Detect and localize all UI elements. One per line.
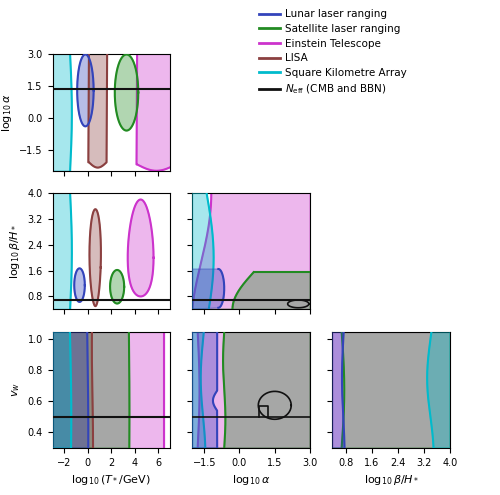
Polygon shape [110,270,124,303]
Y-axis label: $\log_{10}\alpha$: $\log_{10}\alpha$ [0,94,14,132]
Polygon shape [192,269,224,309]
Polygon shape [192,272,310,309]
Polygon shape [332,332,450,448]
Polygon shape [90,209,101,306]
Polygon shape [52,332,72,448]
X-axis label: $\log_{10}\beta/H_*$: $\log_{10}\beta/H_*$ [364,473,419,487]
Polygon shape [88,54,107,168]
Polygon shape [192,193,310,309]
Polygon shape [192,193,214,309]
Polygon shape [192,332,310,448]
Polygon shape [192,332,310,448]
Polygon shape [77,54,94,126]
Polygon shape [128,199,154,297]
Y-axis label: $\log_{10}\beta/H_*$: $\log_{10}\beta/H_*$ [8,224,22,279]
X-axis label: $\log_{10}(T_*/\mathrm{GeV})$: $\log_{10}(T_*/\mathrm{GeV})$ [72,473,151,487]
Polygon shape [192,332,205,448]
Polygon shape [115,54,138,131]
Polygon shape [136,54,177,171]
Polygon shape [52,332,88,448]
Polygon shape [332,332,450,448]
Polygon shape [332,332,344,448]
Polygon shape [52,332,164,448]
Polygon shape [52,193,72,309]
Polygon shape [74,268,85,302]
Polygon shape [52,54,72,171]
Y-axis label: $v_w$: $v_w$ [10,382,22,397]
Polygon shape [192,332,217,448]
Polygon shape [52,332,93,448]
Polygon shape [52,332,130,448]
Legend: Lunar laser ranging, Satellite laser ranging, Einstein Telescope, LISA, Square K: Lunar laser ranging, Satellite laser ran… [255,5,412,100]
Polygon shape [427,332,450,448]
X-axis label: $\log_{10}\alpha$: $\log_{10}\alpha$ [232,473,270,487]
